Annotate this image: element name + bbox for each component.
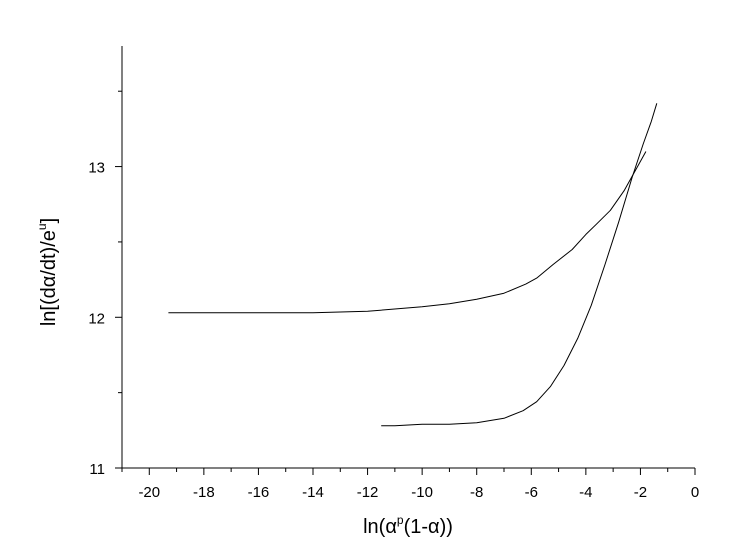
y-ticks-group: 11 12 13 <box>88 90 122 478</box>
x-tick-label: -12 <box>357 484 379 501</box>
y-tick-label: 11 <box>89 461 105 478</box>
x-ticks-group: -20 -18 -16 -14 -12 -10 -8 -6 -4 -2 0 <box>121 468 699 501</box>
y-axis-label-main: ln[(dα/dt)/e <box>38 230 60 326</box>
y-axis-label-superscript: u <box>35 223 49 230</box>
x-axis-label: ln(αp(1-α)) <box>363 513 453 538</box>
x-tick-label: -2 <box>634 484 647 501</box>
series-line-2 <box>381 103 658 427</box>
y-tick-label: 12 <box>88 310 105 327</box>
x-axis-label-main: ln(α <box>363 516 397 538</box>
y-axis-label-tail: ] <box>38 218 60 224</box>
y-axis-label: ln[(dα/dt)/eu] <box>35 218 60 326</box>
x-tick-label: -18 <box>193 484 215 501</box>
x-tick-label: -6 <box>525 484 538 501</box>
axes-group <box>121 46 695 469</box>
x-tick-label: -16 <box>248 484 270 501</box>
x-axis-label-tail: (1-α)) <box>404 516 453 538</box>
x-tick-label: -4 <box>579 484 592 501</box>
y-tick-label: 13 <box>88 160 105 177</box>
x-tick-label: 0 <box>691 484 699 501</box>
series-line-1 <box>168 151 647 314</box>
x-tick-label: -14 <box>302 484 324 501</box>
x-tick-label: -8 <box>470 484 483 501</box>
x-axis-label-superscript: p <box>397 513 404 527</box>
x-tick-label: -20 <box>138 484 160 501</box>
x-tick-label: -10 <box>411 484 433 501</box>
series-group <box>168 103 658 427</box>
